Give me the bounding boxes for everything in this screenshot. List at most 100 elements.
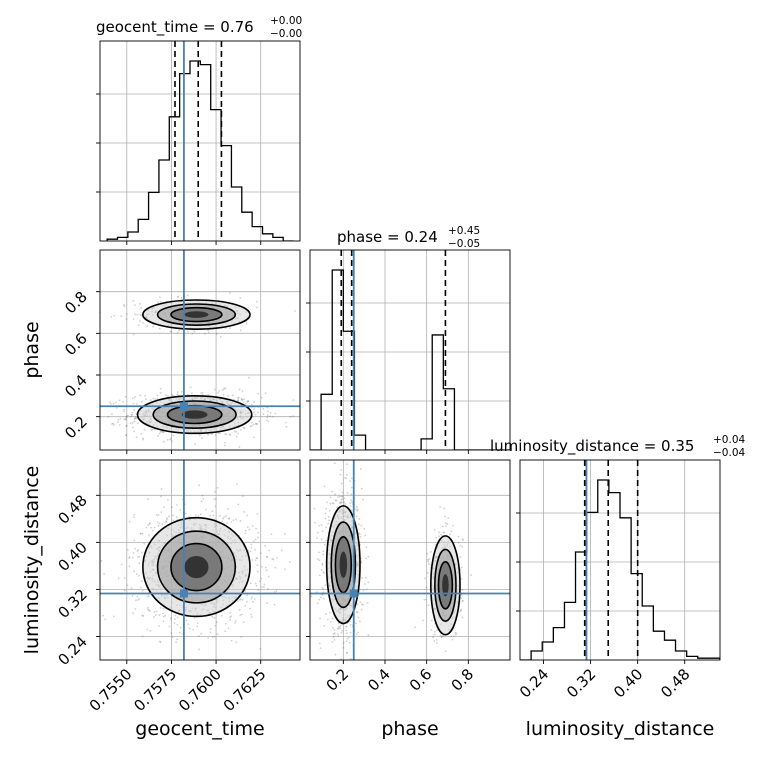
sample-point: [462, 539, 465, 541]
sample-point: [211, 510, 214, 513]
sample-point: [322, 597, 325, 600]
title-phase-minus: −0.05: [448, 238, 480, 250]
sample-point: [250, 613, 253, 616]
y-axis-label-phase: phase: [21, 321, 43, 378]
sample-point: [341, 495, 344, 498]
sample-point: [457, 541, 460, 544]
sample-point: [334, 499, 337, 501]
x-tick-label: 0.40: [610, 665, 646, 701]
sample-point: [323, 543, 326, 546]
sample-point: [441, 635, 443, 638]
sample-point: [254, 559, 257, 562]
sample-point: [266, 602, 268, 605]
sample-point: [427, 604, 430, 607]
sample-point: [333, 639, 336, 641]
sample-point: [211, 615, 214, 618]
sample-point: [263, 583, 266, 586]
sample-point: [147, 524, 150, 527]
sample-point: [185, 619, 188, 622]
sample-point: [349, 657, 352, 660]
sample-point: [255, 557, 258, 559]
sample-point: [112, 422, 114, 425]
sample-point: [162, 431, 165, 434]
density-contour: [142, 299, 251, 330]
sample-point: [246, 514, 248, 517]
sample-point: [288, 561, 291, 563]
sample-point: [166, 438, 169, 441]
sample-point: [124, 418, 127, 421]
sample-point: [360, 524, 363, 527]
sample-point: [176, 296, 179, 299]
sample-point: [321, 564, 324, 566]
sample-point: [338, 625, 341, 628]
sample-point: [255, 584, 258, 587]
sample-point: [177, 295, 180, 298]
sample-point: [235, 435, 238, 438]
sample-point: [434, 633, 436, 636]
sample-point: [207, 637, 210, 639]
sample-point: [157, 524, 160, 527]
histogram-step: [106, 60, 294, 241]
sample-point: [124, 395, 127, 398]
sample-point: [265, 569, 268, 572]
sample-point: [205, 508, 207, 511]
sample-point: [232, 519, 235, 522]
sample-point: [262, 408, 265, 410]
sample-point: [186, 393, 189, 396]
sample-point: [169, 618, 172, 621]
sample-point: [154, 398, 157, 400]
sample-point: [136, 313, 139, 316]
sample-point: [125, 425, 128, 428]
sample-point: [167, 395, 169, 397]
sample-point: [160, 495, 162, 498]
sample-point: [166, 518, 168, 521]
sample-point: [428, 562, 430, 565]
sample-point: [362, 589, 365, 592]
sample-point: [321, 562, 324, 565]
density-contour: [434, 548, 457, 622]
sample-point: [125, 415, 128, 418]
sample-point: [364, 534, 367, 537]
sample-point: [228, 433, 231, 436]
sample-point: [196, 622, 199, 624]
sample-point: [97, 553, 99, 555]
sample-point: [442, 531, 444, 534]
sample-point: [236, 399, 239, 402]
sample-point: [151, 428, 154, 431]
sample-point: [257, 531, 260, 534]
sample-point: [248, 376, 250, 379]
sample-point: [461, 616, 464, 619]
sample-point: [450, 530, 453, 533]
sample-point: [141, 532, 144, 535]
sample-point: [148, 609, 151, 612]
sample-point: [350, 509, 353, 512]
title-geocent-time-plus: +0.00: [270, 15, 302, 27]
sample-point: [327, 522, 329, 525]
sample-point: [158, 624, 160, 627]
sample-point: [316, 531, 319, 534]
sample-point: [329, 502, 332, 505]
sample-point: [134, 416, 137, 418]
sample-point: [139, 532, 142, 535]
sample-point: [355, 515, 358, 518]
sample-point: [358, 620, 361, 623]
sample-point: [332, 633, 335, 635]
title-luminosity-distance-minus: −0.04: [713, 447, 745, 459]
sample-point: [133, 516, 135, 518]
sample-point: [134, 547, 136, 550]
sample-point: [200, 392, 203, 394]
sample-point: [224, 441, 226, 444]
sample-point: [235, 641, 238, 644]
sample-point: [176, 391, 179, 393]
sample-point: [246, 526, 249, 529]
sample-point: [292, 399, 295, 402]
sample-point: [346, 492, 349, 494]
panel-frame: [519, 459, 721, 661]
sample-point: [237, 399, 240, 402]
sample-point: [285, 425, 288, 428]
sample-point: [358, 523, 360, 526]
sample-point: [160, 511, 163, 513]
sample-point: [245, 322, 248, 325]
x-axis-label-geocent-time: geocent_time: [135, 718, 264, 740]
sample-point: [333, 629, 336, 631]
